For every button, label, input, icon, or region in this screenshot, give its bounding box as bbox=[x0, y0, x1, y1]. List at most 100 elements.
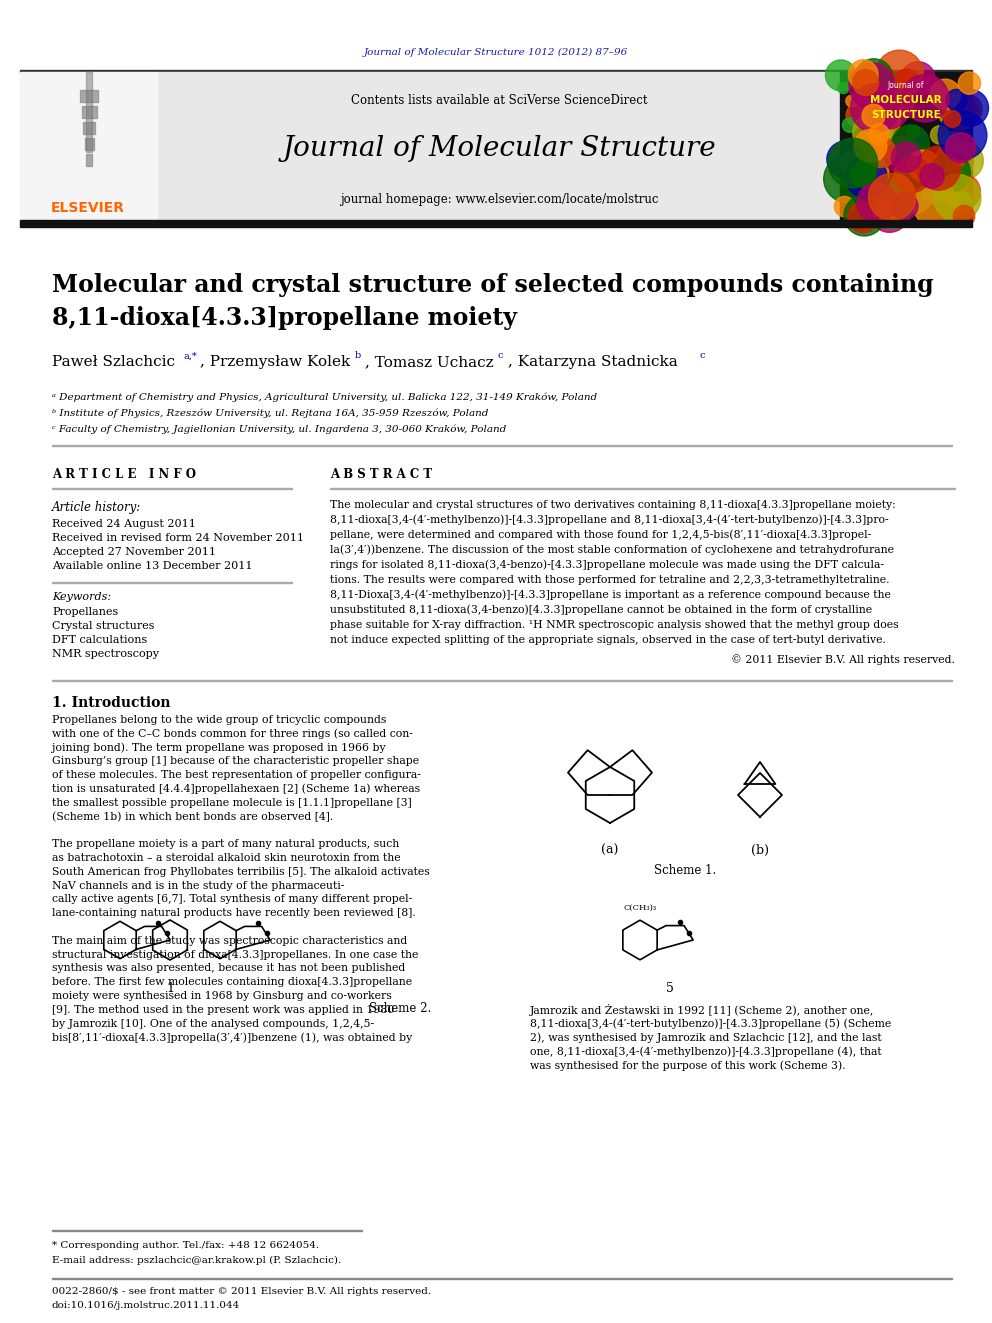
Text: South American frog Phyllobates terribilis [5]. The alkaloid activates: South American frog Phyllobates terribil… bbox=[52, 867, 430, 877]
Text: Article history:: Article history: bbox=[52, 501, 141, 515]
Circle shape bbox=[945, 142, 983, 180]
Text: A R T I C L E   I N F O: A R T I C L E I N F O bbox=[52, 468, 196, 482]
Circle shape bbox=[876, 50, 924, 98]
Text: synthesis was also presented, because it has not been published: synthesis was also presented, because it… bbox=[52, 963, 406, 974]
Circle shape bbox=[846, 103, 871, 127]
Circle shape bbox=[857, 183, 897, 222]
Circle shape bbox=[855, 156, 889, 191]
Text: Scheme 2.: Scheme 2. bbox=[369, 1002, 432, 1015]
Circle shape bbox=[849, 62, 895, 108]
Text: (b): (b) bbox=[751, 844, 769, 856]
Text: was synthesised for the purpose of this work (Scheme 3).: was synthesised for the purpose of this … bbox=[530, 1061, 845, 1072]
Circle shape bbox=[952, 192, 972, 212]
Circle shape bbox=[853, 70, 879, 95]
Circle shape bbox=[918, 168, 950, 201]
Text: Jamrozik and Żestawski in 1992 [11] (Scheme 2), another one,: Jamrozik and Żestawski in 1992 [11] (Sch… bbox=[530, 1004, 874, 1016]
Text: E-mail address: pszlachcic@ar.krakow.pl (P. Szlachcic).: E-mail address: pszlachcic@ar.krakow.pl … bbox=[52, 1256, 341, 1265]
Text: The main aim of the study was spectroscopic characteristics and: The main aim of the study was spectrosco… bbox=[52, 935, 408, 946]
Circle shape bbox=[892, 124, 930, 163]
Text: tion is unsaturated [4.4.4]propellahexaen [2] (Scheme 1a) whereas: tion is unsaturated [4.4.4]propellahexae… bbox=[52, 783, 421, 794]
Circle shape bbox=[874, 91, 885, 102]
Circle shape bbox=[854, 130, 887, 163]
Text: Journal of Molecular Structure: Journal of Molecular Structure bbox=[282, 135, 716, 161]
Text: ᵇ Institute of Physics, Rzeszów University, ul. Rejtana 16A, 35-959 Rzeszów, Pol: ᵇ Institute of Physics, Rzeszów Universi… bbox=[52, 409, 488, 418]
Text: MOLECULAR: MOLECULAR bbox=[870, 95, 941, 105]
Circle shape bbox=[850, 83, 900, 132]
Circle shape bbox=[873, 189, 912, 229]
Text: 8,11-Dioxa[3,4-(4′-methylbenzo)]-[4.3.3]propellane is important as a reference c: 8,11-Dioxa[3,4-(4′-methylbenzo)]-[4.3.3]… bbox=[330, 590, 891, 601]
Circle shape bbox=[945, 173, 980, 209]
Circle shape bbox=[828, 138, 878, 188]
Circle shape bbox=[839, 151, 865, 176]
Text: one, 8,11-dioxa[3,4-(4′-methylbenzo)]-[4.3.3]propellane (4), that: one, 8,11-dioxa[3,4-(4′-methylbenzo)]-[4… bbox=[530, 1046, 882, 1057]
Circle shape bbox=[933, 175, 981, 222]
Circle shape bbox=[845, 156, 887, 198]
Text: 8,11-dioxa[3,4-(4′-tert-butylbenzo)]-[4.3.3]propellane (5) (Scheme: 8,11-dioxa[3,4-(4′-tert-butylbenzo)]-[4.… bbox=[530, 1019, 891, 1029]
Circle shape bbox=[854, 58, 893, 97]
Text: 0022-2860/$ - see front matter © 2011 Elsevier B.V. All rights reserved.: 0022-2860/$ - see front matter © 2011 El… bbox=[52, 1287, 432, 1297]
Circle shape bbox=[834, 196, 855, 217]
Circle shape bbox=[842, 118, 857, 132]
Circle shape bbox=[913, 183, 958, 228]
Circle shape bbox=[887, 91, 914, 118]
Text: Propellanes belong to the wide group of tricyclic compounds: Propellanes belong to the wide group of … bbox=[52, 714, 386, 725]
Circle shape bbox=[908, 157, 939, 188]
Text: lane-containing natural products have recently been reviewed [8].: lane-containing natural products have re… bbox=[52, 908, 416, 918]
Circle shape bbox=[935, 167, 967, 198]
Circle shape bbox=[935, 142, 973, 180]
Circle shape bbox=[861, 101, 901, 140]
Text: structural investigation of dioxa[4.3.3]propellanes. In one case the: structural investigation of dioxa[4.3.3]… bbox=[52, 950, 419, 959]
Text: with one of the C–C bonds common for three rings (so called con-: with one of the C–C bonds common for thr… bbox=[52, 729, 413, 740]
Circle shape bbox=[945, 132, 975, 163]
Text: The propellane moiety is a part of many natural products, such: The propellane moiety is a part of many … bbox=[52, 839, 399, 849]
Circle shape bbox=[853, 89, 875, 110]
Bar bbox=[80, 90, 98, 102]
Text: phase suitable for X-ray diffraction. ¹H NMR spectroscopic analysis showed that : phase suitable for X-ray diffraction. ¹H… bbox=[330, 620, 899, 630]
Text: Crystal structures: Crystal structures bbox=[52, 620, 155, 631]
Text: of these molecules. The best representation of propeller configura-: of these molecules. The best representat… bbox=[52, 770, 421, 781]
Circle shape bbox=[837, 82, 849, 94]
Bar bbox=[840, 71, 972, 220]
Circle shape bbox=[953, 156, 964, 167]
Text: as batrachotoxin – a steroidal alkaloid skin neurotoxin from the: as batrachotoxin – a steroidal alkaloid … bbox=[52, 853, 401, 863]
Circle shape bbox=[912, 131, 926, 146]
Text: C(CH₃)₃: C(CH₃)₃ bbox=[623, 904, 657, 912]
Text: * Corresponding author. Tel./fax: +48 12 6624054.: * Corresponding author. Tel./fax: +48 12… bbox=[52, 1241, 319, 1250]
Bar bbox=[82, 106, 97, 118]
Circle shape bbox=[917, 146, 960, 191]
Bar bbox=[20, 71, 157, 220]
Text: joining bond). The term propellane was proposed in 1966 by: joining bond). The term propellane was p… bbox=[52, 742, 386, 753]
Circle shape bbox=[922, 180, 945, 204]
Text: 8,11-dioxa[3,4-(4′-methylbenzo)]-[4.3.3]propellane and 8,11-dioxa[3,4-(4′-tert-b: 8,11-dioxa[3,4-(4′-methylbenzo)]-[4.3.3]… bbox=[330, 515, 889, 525]
Text: DFT calculations: DFT calculations bbox=[52, 635, 147, 646]
Text: c: c bbox=[497, 352, 503, 360]
Circle shape bbox=[888, 168, 934, 214]
Circle shape bbox=[848, 60, 878, 90]
Text: The molecular and crystal structures of two derivatives containing 8,11-dioxa[4.: The molecular and crystal structures of … bbox=[330, 500, 896, 509]
Text: Keywords:: Keywords: bbox=[52, 591, 111, 602]
Text: 5: 5 bbox=[666, 982, 674, 995]
Text: (Scheme 1b) in which bent bonds are observed [4].: (Scheme 1b) in which bent bonds are obse… bbox=[52, 811, 333, 822]
Text: NMR spectroscopy: NMR spectroscopy bbox=[52, 650, 159, 659]
Circle shape bbox=[825, 60, 856, 91]
Circle shape bbox=[869, 173, 916, 221]
Circle shape bbox=[865, 138, 896, 168]
Bar bbox=[20, 70, 972, 73]
Text: b: b bbox=[355, 352, 361, 360]
Text: 1: 1 bbox=[166, 982, 174, 995]
Text: c: c bbox=[700, 352, 705, 360]
Circle shape bbox=[873, 200, 896, 224]
Circle shape bbox=[823, 155, 871, 202]
Text: , Tomasz Uchacz: , Tomasz Uchacz bbox=[365, 355, 494, 369]
Text: [9]. The method used in the present work was applied in 1980: [9]. The method used in the present work… bbox=[52, 1004, 394, 1015]
Circle shape bbox=[930, 152, 970, 192]
Circle shape bbox=[936, 97, 947, 107]
Circle shape bbox=[870, 193, 909, 233]
Circle shape bbox=[848, 202, 879, 233]
Bar bbox=[86, 153, 92, 165]
Circle shape bbox=[945, 131, 959, 146]
Text: Scheme 1.: Scheme 1. bbox=[654, 864, 716, 877]
Text: Ginsburg’s group [1] because of the characteristic propeller shape: Ginsburg’s group [1] because of the char… bbox=[52, 757, 420, 766]
Circle shape bbox=[958, 71, 980, 94]
Text: tions. The results were compared with those performed for tetraline and 2,2,3,3-: tions. The results were compared with th… bbox=[330, 576, 890, 585]
